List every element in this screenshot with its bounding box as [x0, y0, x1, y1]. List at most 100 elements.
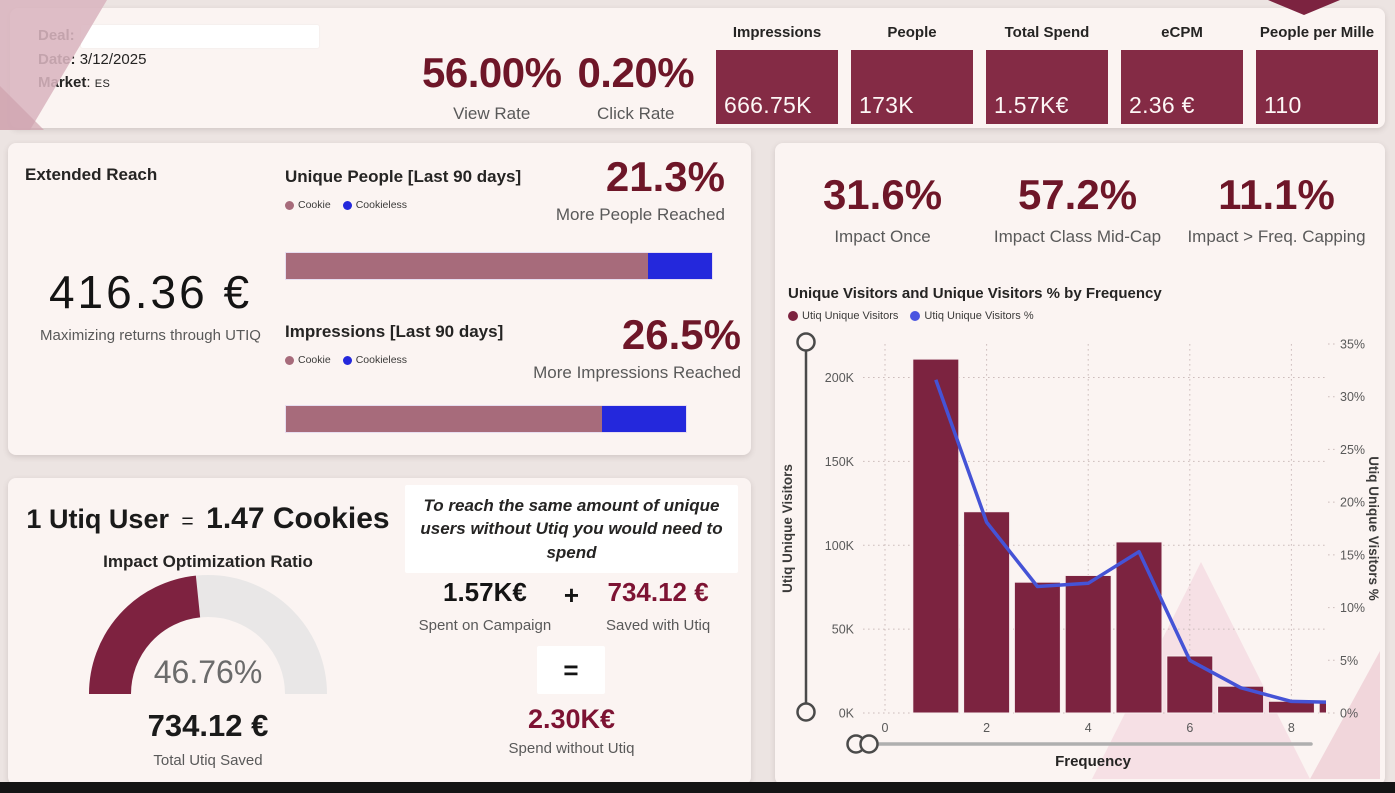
deal-row: Deal: — [38, 24, 319, 48]
total-saved-label: Total Utiq Saved — [153, 752, 263, 769]
axis-label: 6 — [1186, 721, 1193, 735]
axis-label: 2 — [983, 721, 990, 735]
gauge-value: 46.76% — [153, 654, 263, 690]
kpi-value: 666.75K — [724, 92, 812, 118]
cookieless-segment[interactable] — [602, 406, 686, 432]
people-callout: 21.3% More People Reached — [555, 154, 725, 225]
axis-label: 0K — [839, 707, 855, 721]
axis-label: 0 — [882, 721, 889, 735]
legend-label: Cookie — [298, 354, 331, 366]
extended-reach-title: Extended Reach — [25, 165, 158, 184]
ratio-headline-prefix: 1 Utiq User — [26, 504, 169, 534]
people-callout-label: More People Reached — [555, 205, 725, 225]
axis-label: 100K — [825, 539, 855, 553]
market-value: ES — [94, 77, 111, 90]
date-value: 3/12/2025 — [79, 50, 147, 68]
impact-optimization-gauge — [88, 574, 328, 699]
cookie-segment[interactable] — [286, 253, 649, 279]
bottom-edge-bar — [0, 782, 1395, 793]
impressions-stacked-bar[interactable] — [285, 405, 687, 433]
gauge-title: Impact Optimization Ratio — [103, 552, 313, 571]
legend-label: Utiq Unique Visitors % — [924, 310, 1034, 322]
axis-label: 30% — [1340, 390, 1365, 404]
y-range-slider-handle-top[interactable] — [796, 332, 816, 352]
legend-item-cookieless[interactable]: Cookieless — [342, 199, 407, 211]
ratio-headline: 1 Utiq User = 1.47 Cookies — [8, 502, 408, 536]
axis-label: 35% — [1340, 338, 1365, 352]
kpi-tile-people: People 173K — [851, 24, 973, 124]
frequency-bar-1[interactable] — [912, 358, 960, 714]
kpi-label: Impressions — [732, 24, 822, 41]
click-rate-value: 0.20% — [577, 49, 695, 96]
cookie-segment[interactable] — [286, 406, 602, 432]
legend-dot-icon — [342, 355, 352, 365]
market-label: Market — [38, 73, 87, 91]
deal-value-box — [80, 24, 319, 48]
plus-sign: + — [563, 580, 580, 610]
impressions-callout: 26.5% More Impressions Reached — [533, 312, 741, 383]
axis-label: 25% — [1340, 443, 1365, 457]
cookieless-segment[interactable] — [648, 253, 712, 279]
x-range-slider-handle-right[interactable] — [859, 734, 879, 754]
legend-dot-icon — [285, 355, 294, 365]
saved-value: 734.12 € — [607, 577, 709, 607]
impact-stat-value: 57.2% — [1017, 171, 1138, 218]
spent-label: Spent on Campaign — [418, 616, 552, 634]
kpi-value: 110 — [1264, 92, 1302, 118]
impressions-title: Impressions [Last 90 days] — [285, 322, 504, 341]
legend-dot-icon — [285, 200, 294, 210]
view-rate: 56.00% View Rate — [422, 49, 562, 124]
frequency-chart: 0K 50K 100K 150K 200K 0% 5% 10% 15% 20% 25% 30% 35% 0… — [780, 332, 1380, 779]
legend-item-cookie[interactable]: Cookie — [285, 199, 331, 211]
kpi-label: eCPM — [1161, 24, 1203, 41]
y-range-slider-handle-bottom[interactable] — [796, 702, 816, 722]
spent-on-campaign: 1.57K€ Spent on Campaign — [410, 578, 560, 634]
impact-stat-impact-class-mid-cap: 57.2% Impact Class Mid-Cap — [970, 171, 1185, 247]
frequency-bar-4[interactable] — [1064, 574, 1112, 714]
legend-dot-icon — [342, 200, 352, 210]
legend-item-utiq-unique-visitors-[interactable]: Utiq Unique Visitors % — [910, 310, 1034, 322]
frequency-bar-7[interactable] — [1217, 685, 1265, 714]
unique-people-title: Unique People [Last 90 days] — [285, 167, 522, 186]
frequency-bar-2[interactable] — [963, 511, 1011, 714]
rates-block: 56.00% View Rate 0.20% Click Rate — [422, 49, 695, 124]
impact-stat-value: 11.1% — [1218, 171, 1335, 218]
kpi-value-box: 1.57K€ — [986, 50, 1108, 124]
watermark-triangle-corner — [1310, 651, 1380, 779]
axis-label: 10% — [1340, 601, 1365, 615]
spend-equation-row: 1.57K€ Spent on Campaign + 734.12 € Save… — [405, 578, 738, 634]
impact-stat-impact-freq-capping: 11.1% Impact > Freq. Capping — [1173, 171, 1380, 247]
frequency-bar-9[interactable] — [1318, 702, 1365, 714]
impact-stat-value: 31.6% — [822, 171, 943, 218]
frequency-bar-3[interactable] — [1013, 581, 1061, 714]
extended-reach-subtitle: Maximizing returns through UTIQ — [40, 327, 261, 344]
legend-dot-icon — [788, 311, 798, 321]
utiq-ratio-card: 1 Utiq User = 1.47 Cookies Impact Optimi… — [8, 478, 751, 785]
impressions-legend: Cookie Cookieless — [285, 354, 407, 366]
click-rate: 0.20% Click Rate — [577, 49, 695, 124]
axis-label: 15% — [1340, 548, 1365, 562]
deal-info-block: Deal: Date: 3/12/2025 Market: ES — [38, 24, 319, 96]
visitors-pct-line — [934, 379, 1326, 704]
gauge-arc — [89, 575, 327, 695]
header-card: Deal: Date: 3/12/2025 Market: ES 56.00% … — [10, 8, 1385, 128]
extended-reach-amount: 416.36 € — [48, 266, 253, 318]
kpi-tile-impressions: Impressions 666.75K — [716, 24, 838, 124]
frequency-bar-6[interactable] — [1166, 655, 1214, 714]
axis-label: 150K — [825, 455, 855, 469]
view-rate-value: 56.00% — [422, 49, 562, 96]
unique-people-stacked-bar[interactable] — [285, 252, 713, 280]
view-rate-label: View Rate — [453, 104, 531, 124]
x-axis-title: Frequency — [1055, 753, 1132, 770]
legend-item-cookie[interactable]: Cookie — [285, 354, 331, 366]
kpi-value: 2.36 € — [1129, 92, 1195, 118]
kpi-value: 173K — [859, 92, 914, 118]
axis-label: Utiq Unique Visitors — [780, 464, 795, 593]
kpi-value-box: 2.36 € — [1121, 50, 1243, 124]
frequency-chart-title: Unique Visitors and Unique Visitors % by… — [788, 285, 1162, 302]
legend-item-utiq-unique-visitors[interactable]: Utiq Unique Visitors — [788, 310, 898, 322]
legend-item-cookieless[interactable]: Cookieless — [342, 354, 407, 366]
frequency-bar-5[interactable] — [1115, 541, 1163, 714]
click-rate-label: Click Rate — [597, 104, 675, 124]
